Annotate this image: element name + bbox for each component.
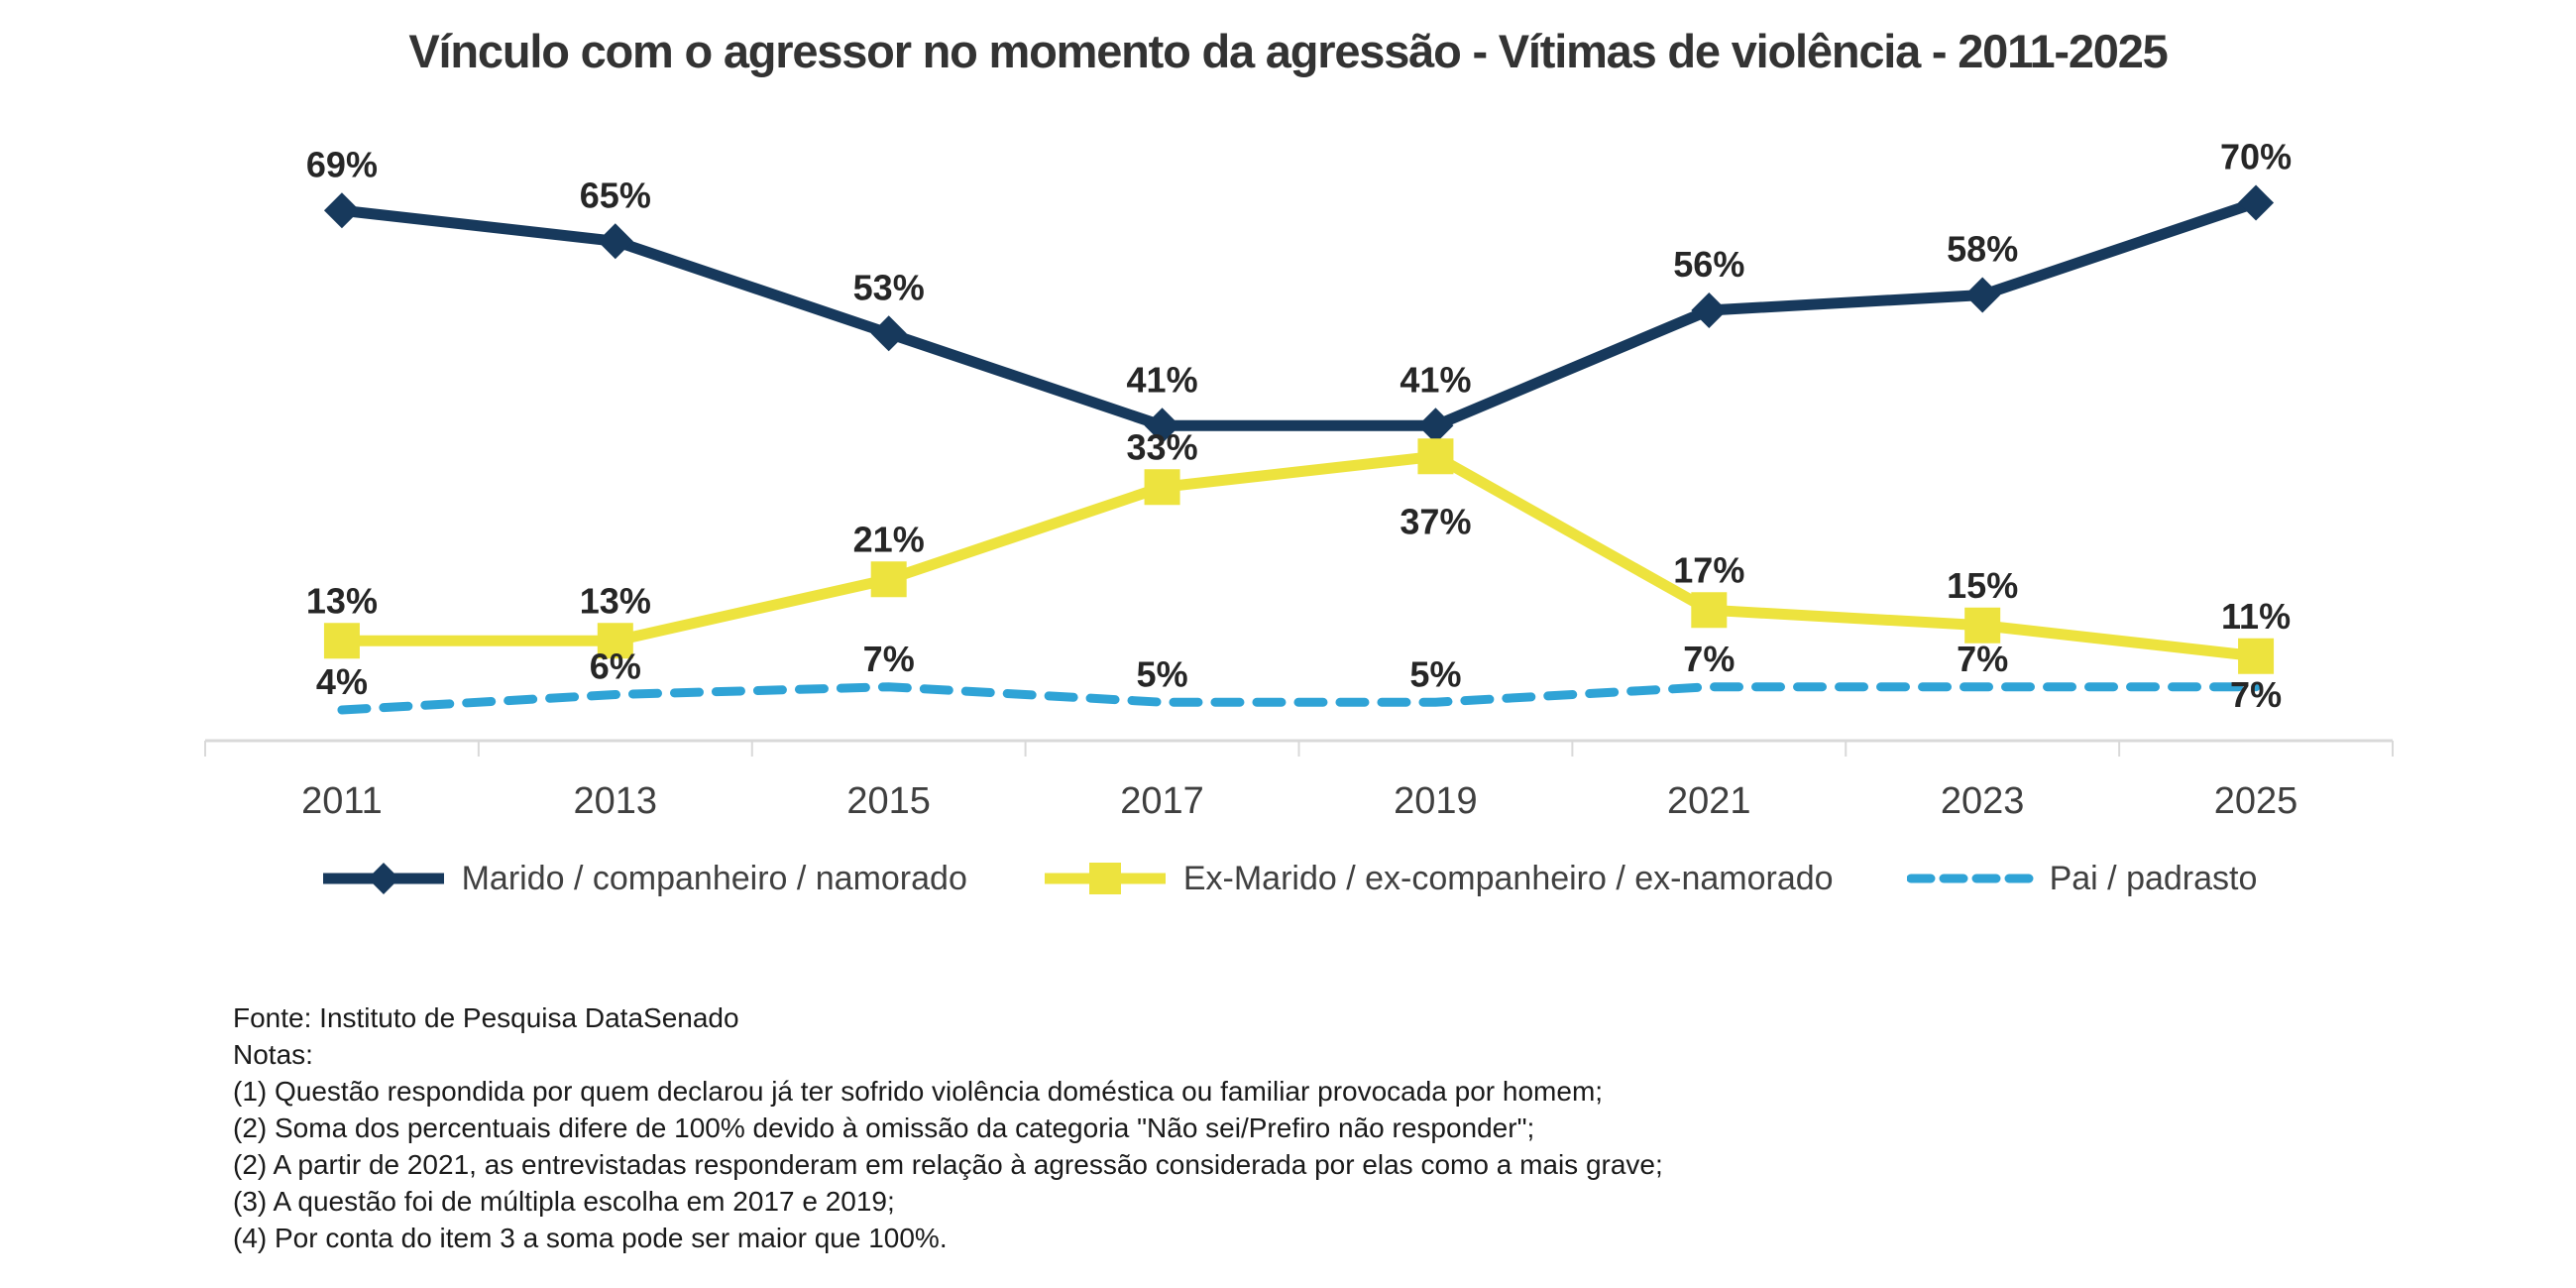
x-axis-label: 2015 (846, 780, 931, 822)
x-axis-label: 2023 (1941, 780, 2025, 822)
data-marker-square (2238, 638, 2275, 674)
data-marker-square (1964, 607, 2001, 644)
note-line: (1) Questão respondida por quem declarou… (233, 1076, 1604, 1107)
x-axis-label: 2019 (1394, 780, 1478, 822)
data-point-label: 7% (1683, 639, 1735, 679)
data-point-label: 17% (1673, 549, 1744, 590)
data-point-label: 4% (316, 661, 368, 702)
data-marker-square (323, 623, 360, 659)
legend-swatch-line-square-icon (1044, 863, 1166, 894)
data-point-label: 37% (1400, 501, 1471, 541)
legend-swatch-dashed-line-icon (1906, 874, 2036, 883)
data-marker-diamond (2238, 184, 2275, 221)
chart-notes: Fonte: Instituto de Pesquisa DataSenado … (233, 999, 2457, 1256)
data-point-label: 5% (1137, 653, 1188, 694)
data-point-label: 5% (1409, 653, 1461, 694)
x-axis-label: 2021 (1667, 780, 1751, 822)
series-line-1 (341, 450, 2257, 662)
data-point-label: 65% (580, 175, 651, 215)
legend-marker-square (1088, 863, 1121, 894)
note-line: (2) A partir de 2021, as entrevistadas r… (233, 1149, 1663, 1180)
data-marker-square (870, 561, 907, 598)
x-axis-label: 2025 (2214, 780, 2298, 822)
x-axis-label: 2011 (301, 780, 383, 822)
note-line: (4) Por conta do item 3 a soma pode ser … (233, 1223, 948, 1253)
data-point-label: 53% (853, 267, 925, 307)
data-marker-diamond (323, 192, 360, 229)
data-marker-diamond (870, 315, 907, 352)
legend-swatch-line-diamond-icon (322, 863, 444, 894)
data-point-label: 33% (1127, 426, 1198, 467)
data-point-label: 13% (580, 580, 651, 621)
legend-marker-diamond (367, 863, 399, 894)
line-chart: 2011 2013 2015 2017 2019 2021 2023 2025 69% 65% 53… (204, 137, 2394, 822)
note-line: (3) A questão foi de múltipla escolha em… (233, 1186, 895, 1217)
data-point-label: 13% (306, 580, 378, 621)
data-point-label: 41% (1400, 359, 1471, 400)
data-marker-square (1417, 438, 1454, 475)
note-line: (2) Soma dos percentuais difere de 100% … (233, 1112, 1535, 1143)
data-point-label: 7% (1957, 639, 2008, 679)
legend-item-marido: Marido / companheiro / namorado (319, 857, 967, 900)
legend-item-ex-marido: Ex-Marido / ex-companheiro / ex-namorado (1041, 857, 1834, 900)
data-point-label: 41% (1127, 359, 1198, 400)
data-point-label: 7% (2230, 674, 2282, 715)
data-point-label: 21% (853, 519, 925, 559)
legend-label: Ex-Marido / ex-companheiro / ex-namorado (1182, 859, 1834, 897)
data-point-label: 69% (306, 144, 378, 184)
data-point-label: 58% (1947, 229, 2018, 270)
data-marker-diamond (1691, 293, 1728, 328)
data-marker-square (1144, 469, 1180, 506)
data-marker-diamond (597, 223, 633, 260)
series-line-0 (341, 197, 2258, 431)
data-marker-square (597, 623, 633, 659)
data-marker-square (1691, 592, 1728, 629)
series-line-2 (337, 682, 2261, 715)
data-point-label: 6% (590, 646, 641, 687)
data-marker-diamond (1417, 408, 1454, 444)
legend-label: Marido / companheiro / namorado (461, 859, 967, 897)
legend-item-pai-padrasto: Pai / padrasto (1906, 857, 2258, 900)
data-point-label: 11% (2221, 596, 2291, 637)
data-point-label: 7% (863, 639, 915, 679)
legend-label: Pai / padrasto (2049, 859, 2258, 897)
x-axis-label: 2013 (574, 780, 658, 822)
data-point-label: 70% (2220, 137, 2292, 177)
data-marker-diamond (1144, 408, 1180, 444)
chart-title: Vínculo com o agressor no momento da agr… (408, 25, 2168, 77)
data-point-label: 15% (1947, 565, 2018, 606)
chart-legend: Marido / companheiro / namorado Ex-Marid… (0, 851, 2576, 906)
notes-header: Notas: (233, 1039, 313, 1070)
data-point-label: 56% (1673, 244, 1744, 285)
x-axis-label: 2017 (1120, 780, 1204, 822)
source-line: Fonte: Instituto de Pesquisa DataSenado (233, 1002, 739, 1033)
data-marker-diamond (1964, 277, 2001, 313)
